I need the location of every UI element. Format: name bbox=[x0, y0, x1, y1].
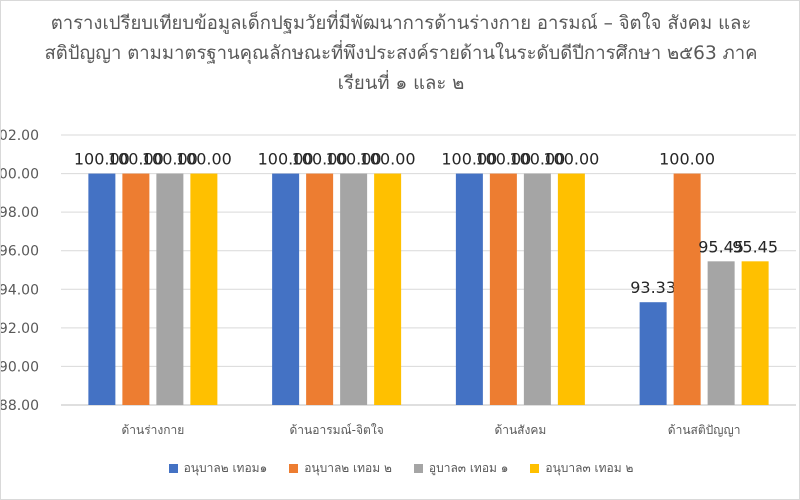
bar bbox=[156, 173, 184, 405]
y-tick-label: 98.00 bbox=[1, 205, 39, 221]
data-label: 100.00 bbox=[74, 150, 130, 169]
legend-item: อนุบาล๒ เทอม๑ bbox=[168, 459, 268, 478]
bar bbox=[190, 173, 218, 405]
data-label: 100.00 bbox=[108, 150, 164, 169]
chart-legend: อนุบาล๒ เทอม๑ อนุบาล๒ เทอม ๒ อูบาล๓ เทอม… bbox=[1, 459, 800, 478]
y-tick-label: 102.00 bbox=[1, 128, 39, 144]
x-tick-label: ด้านอารมณ์-จิตใจ bbox=[290, 423, 384, 437]
bar bbox=[340, 173, 368, 405]
legend-item: อนุบาล๓ เทอม ๒ bbox=[530, 459, 633, 478]
bar bbox=[557, 173, 585, 405]
data-label: 95.45 bbox=[732, 237, 778, 256]
data-label: 100.00 bbox=[475, 150, 531, 169]
bar bbox=[707, 261, 735, 405]
bar bbox=[639, 302, 667, 405]
chart-title-line: ตารางเปรียบเทียบข้อมูลเด็กปฐมวัยที่มีพัฒ… bbox=[50, 13, 752, 34]
y-tick-label: 92.00 bbox=[1, 321, 39, 337]
legend-label: อนุบาล๓ เทอม ๒ bbox=[545, 461, 634, 475]
legend-label: อูบาล๓ เทอม ๑ bbox=[428, 461, 509, 475]
legend-swatch bbox=[289, 464, 299, 473]
y-tick-label: 88.00 bbox=[1, 398, 39, 414]
legend-item: อนุบาล๒ เทอม ๒ bbox=[289, 459, 392, 478]
bar bbox=[272, 173, 300, 405]
data-label: 100.00 bbox=[292, 150, 348, 169]
x-tick-label: ด้านสังคม bbox=[494, 423, 546, 437]
data-label: 100.00 bbox=[142, 150, 198, 169]
legend-label: อนุบาล๒ เทอม๑ bbox=[183, 461, 268, 475]
legend-label: อนุบาล๒ เทอม ๒ bbox=[304, 461, 392, 475]
data-label: 100.00 bbox=[360, 150, 416, 169]
bar bbox=[489, 173, 517, 405]
data-label: 100.00 bbox=[441, 150, 497, 169]
data-label: 100.00 bbox=[258, 150, 314, 169]
data-label: 95.45 bbox=[698, 237, 744, 256]
bar bbox=[673, 173, 701, 405]
bar bbox=[523, 173, 551, 405]
x-tick-label: ด้านสติปัญญา bbox=[668, 423, 741, 437]
data-label: 100.00 bbox=[176, 150, 232, 169]
x-tick-label: ด้านร่างกาย bbox=[121, 423, 184, 437]
y-tick-label: 96.00 bbox=[1, 244, 39, 260]
legend-swatch bbox=[413, 464, 423, 473]
bar bbox=[306, 173, 334, 405]
bar-chart: 88.00 90.00 92.00 94.00 96.00 98.00 100.00 102.… bbox=[1, 128, 796, 437]
bar bbox=[88, 173, 116, 405]
data-label: 93.33 bbox=[630, 278, 676, 297]
bar bbox=[374, 173, 402, 405]
data-label: 100.00 bbox=[509, 150, 565, 169]
chart-title-line: สติปัญญา ตามมาตรฐานคุณลักษณะที่พึงประสงค… bbox=[44, 43, 758, 64]
data-label: 100.00 bbox=[543, 150, 599, 169]
bar bbox=[122, 173, 150, 405]
legend-swatch bbox=[168, 464, 178, 473]
data-label: 100.00 bbox=[326, 150, 382, 169]
bar bbox=[741, 261, 769, 405]
data-label: 100.00 bbox=[659, 150, 715, 169]
chart-title: ตารางเปรียบเทียบข้อมูลเด็กปฐมวัยที่มีพัฒ… bbox=[21, 9, 781, 99]
bar bbox=[455, 173, 483, 405]
legend-item: อูบาล๓ เทอม ๑ bbox=[413, 459, 509, 478]
y-tick-label: 94.00 bbox=[1, 282, 39, 298]
chart-title-line: เรียนที่ ๑ และ ๒ bbox=[337, 73, 465, 94]
legend-swatch bbox=[530, 464, 540, 473]
y-tick-label: 90.00 bbox=[1, 359, 39, 375]
y-tick-label: 100.00 bbox=[1, 167, 39, 183]
